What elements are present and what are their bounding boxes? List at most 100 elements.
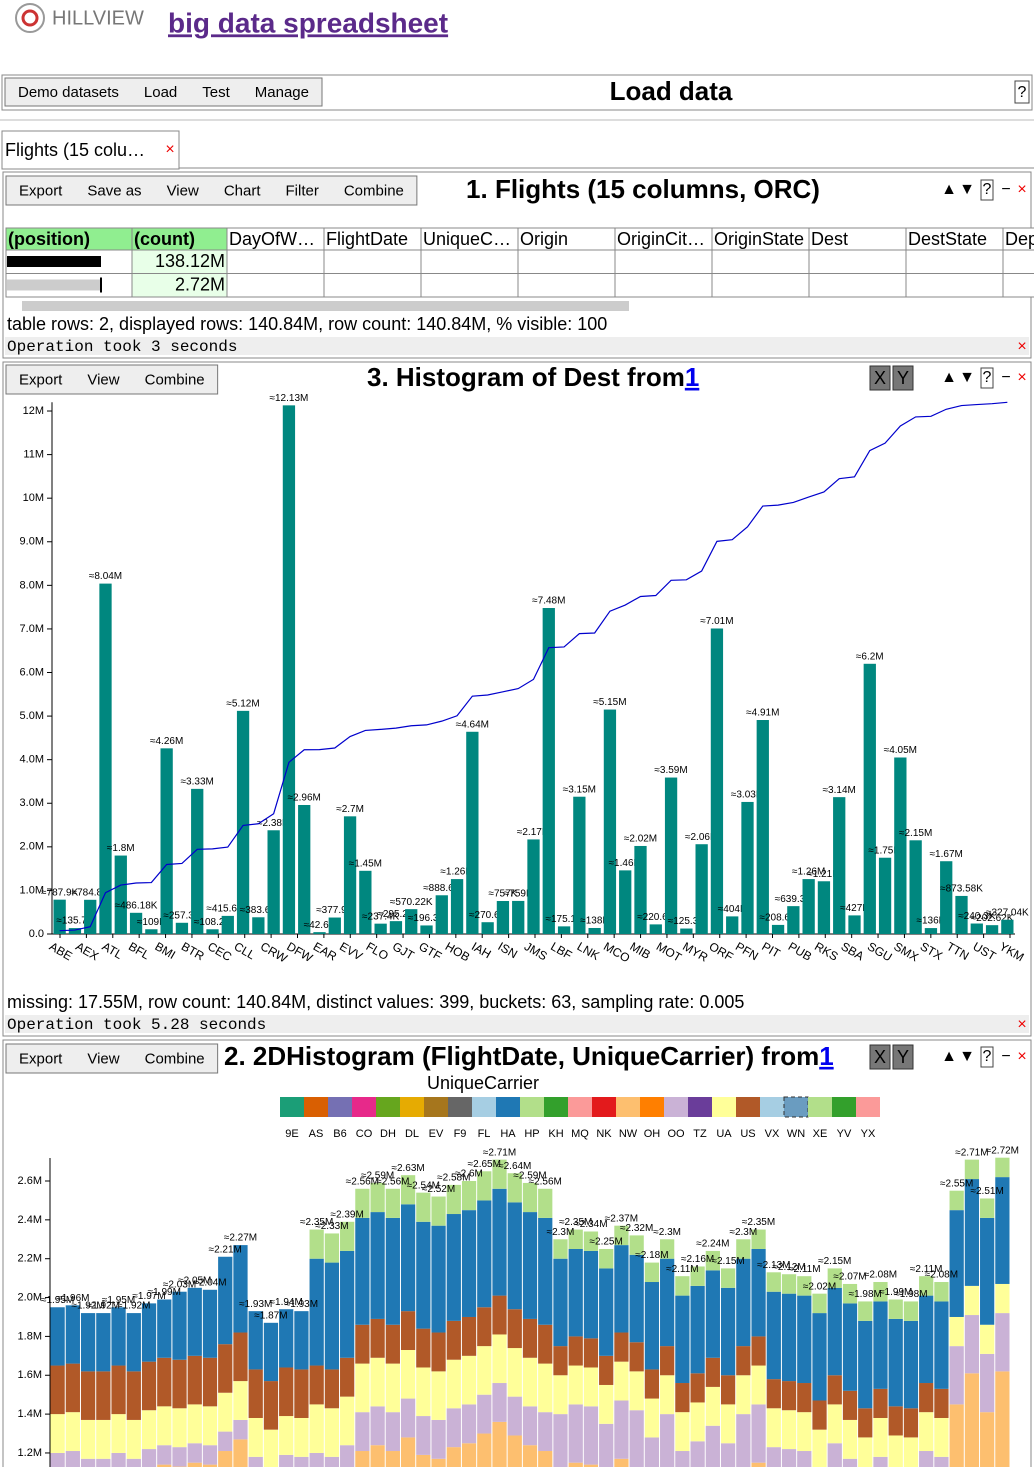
legend-swatch[interactable] bbox=[424, 1097, 448, 1117]
control[interactable]: ▼ bbox=[959, 369, 975, 386]
menu-item[interactable]: Test bbox=[202, 84, 230, 101]
help[interactable]: ? bbox=[1018, 84, 1027, 101]
control[interactable]: × bbox=[1017, 181, 1026, 198]
control[interactable]: ▼ bbox=[959, 1048, 975, 1065]
column-header-label[interactable]: (count) bbox=[134, 229, 195, 249]
control-box[interactable] bbox=[980, 1046, 994, 1068]
control[interactable]: ? bbox=[983, 1048, 992, 1065]
control[interactable]: ▲ bbox=[941, 181, 957, 198]
column-header-label[interactable]: UniqueC… bbox=[423, 229, 511, 249]
menu-item[interactable]: Combine bbox=[145, 371, 205, 388]
menu-item[interactable]: View bbox=[167, 182, 199, 199]
axis-button-box[interactable] bbox=[869, 365, 891, 391]
control[interactable]: ▲ bbox=[941, 369, 957, 386]
control[interactable]: × bbox=[1017, 1048, 1026, 1065]
column-header-label[interactable]: OriginCit… bbox=[617, 229, 705, 249]
source-link[interactable]: 1 bbox=[685, 362, 699, 392]
close[interactable]: × bbox=[1017, 338, 1026, 355]
control-box[interactable] bbox=[980, 179, 994, 201]
legend-swatch[interactable] bbox=[448, 1097, 472, 1117]
legend-swatch[interactable] bbox=[592, 1097, 616, 1117]
control[interactable]: ▲ bbox=[941, 1048, 957, 1065]
control-box[interactable] bbox=[980, 367, 994, 389]
control[interactable]: − bbox=[1001, 369, 1010, 386]
legend-swatch[interactable] bbox=[544, 1097, 568, 1117]
value-label: ≈757K bbox=[489, 889, 518, 900]
bar-segment bbox=[340, 1250, 355, 1358]
tab-close[interactable]: × bbox=[165, 141, 174, 158]
column-header-label[interactable]: FlightDate bbox=[326, 229, 408, 249]
menu-item[interactable]: View bbox=[87, 1050, 119, 1067]
legend-swatch[interactable] bbox=[832, 1097, 856, 1117]
menu-item[interactable]: Export bbox=[19, 371, 63, 388]
legend-swatch[interactable] bbox=[808, 1097, 832, 1117]
value-label: ≈2.35M bbox=[742, 1217, 775, 1228]
legend-swatch[interactable] bbox=[496, 1097, 520, 1117]
source-link[interactable]: 1 bbox=[819, 1041, 833, 1071]
control[interactable]: ? bbox=[983, 369, 992, 386]
legend-swatch[interactable] bbox=[616, 1097, 640, 1117]
bar-segment bbox=[65, 1305, 80, 1364]
legend-swatch[interactable] bbox=[640, 1097, 664, 1117]
menu-item[interactable]: Manage bbox=[255, 84, 309, 101]
value-label: ≈2.71M bbox=[955, 1147, 988, 1158]
menu-item[interactable]: View bbox=[87, 371, 119, 388]
menu-item[interactable]: Demo datasets bbox=[18, 84, 119, 101]
axis-button-box[interactable] bbox=[892, 1044, 914, 1070]
column-header-label[interactable]: DestState bbox=[908, 229, 987, 249]
legend-swatch[interactable] bbox=[568, 1097, 592, 1117]
menu-item[interactable]: Combine bbox=[344, 182, 404, 199]
axis-button[interactable]: Y bbox=[897, 1047, 909, 1067]
value-label: ≈2.58M bbox=[437, 1173, 470, 1184]
axis-button[interactable]: Y bbox=[897, 368, 909, 388]
app-title[interactable]: big data spreadsheet bbox=[168, 7, 448, 38]
close[interactable]: × bbox=[1017, 1016, 1026, 1033]
column-header-label[interactable]: OriginState bbox=[714, 229, 804, 249]
cell bbox=[808, 273, 907, 298]
control[interactable]: ▼ bbox=[959, 181, 975, 198]
column-header-label[interactable]: Dest bbox=[811, 229, 848, 249]
legend-swatch[interactable] bbox=[520, 1097, 544, 1117]
axis-button-box[interactable] bbox=[869, 1044, 891, 1070]
legend-swatch[interactable] bbox=[472, 1097, 496, 1117]
value-label: ≈2.11M bbox=[666, 1264, 699, 1275]
bar-segment bbox=[233, 1332, 248, 1382]
column-header-label[interactable]: (position) bbox=[8, 229, 90, 249]
axis-button-box[interactable] bbox=[892, 365, 914, 391]
menu-item[interactable]: Chart bbox=[224, 182, 262, 199]
legend-swatch[interactable] bbox=[664, 1097, 688, 1117]
bar-segment bbox=[492, 1159, 507, 1189]
control[interactable]: − bbox=[1001, 181, 1010, 198]
legend-swatch[interactable] bbox=[304, 1097, 328, 1117]
control[interactable]: ? bbox=[983, 181, 992, 198]
legend-swatch[interactable] bbox=[736, 1097, 760, 1117]
axis-button[interactable]: X bbox=[874, 1047, 886, 1067]
column-header-label[interactable]: Dep bbox=[1005, 229, 1034, 249]
column-header-label[interactable]: Origin bbox=[520, 229, 568, 249]
column-header-label[interactable]: DayOfW… bbox=[229, 229, 315, 249]
tab-label[interactable]: Flights (15 colu… bbox=[5, 140, 145, 160]
bar-segment bbox=[583, 1250, 599, 1339]
menu-item[interactable]: Load bbox=[144, 84, 177, 101]
legend-swatch[interactable] bbox=[688, 1097, 712, 1117]
help-box[interactable] bbox=[1014, 80, 1030, 104]
control[interactable]: − bbox=[1001, 1048, 1010, 1065]
legend-swatch[interactable] bbox=[352, 1097, 376, 1117]
axis-button[interactable]: X bbox=[874, 368, 886, 388]
menu-item[interactable]: Filter bbox=[286, 182, 319, 199]
legend-swatch[interactable] bbox=[376, 1097, 400, 1117]
legend-swatch[interactable] bbox=[856, 1097, 880, 1117]
legend-swatch[interactable] bbox=[760, 1097, 784, 1117]
legend-swatch[interactable] bbox=[400, 1097, 424, 1117]
legend-swatch[interactable] bbox=[783, 1096, 809, 1118]
menu-item[interactable]: Export bbox=[19, 1050, 63, 1067]
legend-swatch[interactable] bbox=[712, 1097, 736, 1117]
tab[interactable] bbox=[1, 130, 180, 170]
menu-item[interactable]: Save as bbox=[87, 182, 141, 199]
control[interactable]: × bbox=[1017, 369, 1026, 386]
bar-segment bbox=[934, 1282, 949, 1302]
legend-swatch[interactable] bbox=[328, 1097, 352, 1117]
menu-item[interactable]: Combine bbox=[145, 1050, 205, 1067]
menu-item[interactable]: Export bbox=[19, 182, 63, 199]
legend-swatch[interactable] bbox=[280, 1097, 304, 1117]
